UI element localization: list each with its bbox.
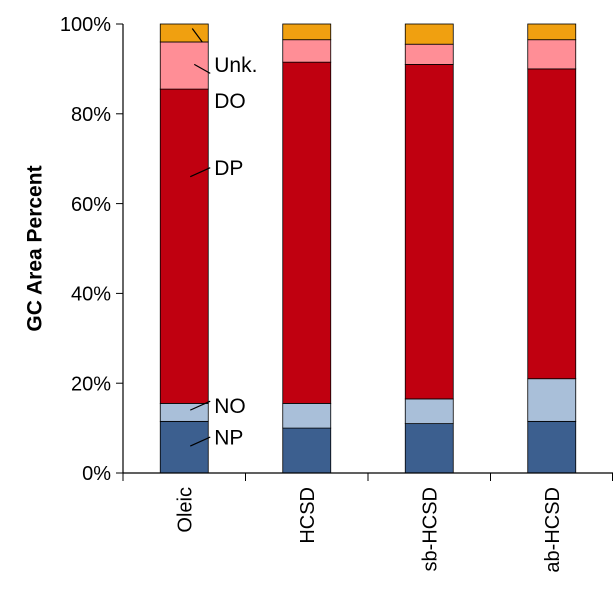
bar-segment-np-ab-hcsd (527, 420, 577, 474)
annotation-label-np: NP (214, 427, 243, 450)
y-tick-label: 0% (82, 463, 111, 485)
annotation-leader-line (190, 167, 211, 178)
annotation-leader-line (193, 63, 211, 74)
y-tick-label: 40% (71, 284, 111, 306)
bar-segment-no-oleic (159, 403, 209, 422)
bar-segment-do-oleic (159, 41, 209, 90)
bar-segment-dp-sb-hcsd (404, 64, 454, 400)
y-tick-label: 80% (71, 104, 111, 126)
bar-segment-np-hcsd (282, 427, 332, 474)
bar-segment-unk-hcsd (282, 23, 332, 41)
annotation-leader-line (190, 400, 211, 411)
bar-segment-unk-oleic (159, 23, 209, 43)
y-ticks-group: 0% 20% 40% 60% 80% 100% (60, 14, 123, 485)
bar-segment-do-hcsd (282, 39, 332, 63)
annotation-leader-line (190, 436, 211, 447)
annotation-label-do: DO (214, 90, 246, 113)
x-category-label: HCSD (297, 487, 319, 544)
annotation-label-dp: DP (214, 157, 243, 180)
bar-segment-no-sb-hcsd (404, 398, 454, 425)
y-tick-label: 60% (71, 194, 111, 216)
annotation-leader-line (191, 28, 203, 43)
x-categories-group: Oleic HCSD sb-HCSD ab-HCSD (174, 487, 564, 573)
annotation-label-unk: Unk. (214, 54, 257, 77)
annotation-label-no: NO (214, 395, 246, 418)
bar-segment-no-hcsd (282, 403, 332, 429)
y-tick-label: 20% (71, 373, 111, 395)
x-category-label: sb-HCSD (419, 487, 441, 571)
bar-segment-unk-ab-hcsd (527, 23, 577, 41)
bar-segment-np-sb-hcsd (404, 423, 454, 474)
x-category-label: ab-HCSD (542, 487, 564, 573)
bar-segment-unk-sb-hcsd (404, 23, 454, 45)
bar-segment-dp-oleic (159, 88, 209, 404)
y-tick-label: 100% (60, 14, 111, 36)
bar-segment-dp-hcsd (282, 61, 332, 404)
bar-segment-np-oleic (159, 420, 209, 474)
y-axis-label: GC Area Percent (23, 165, 46, 331)
axes-group (122, 24, 613, 481)
bar-segment-do-ab-hcsd (527, 39, 577, 70)
x-category-label: Oleic (174, 487, 196, 533)
bars-group (159, 23, 577, 474)
annotations-group: Unk. DO DP NO NP (190, 28, 257, 450)
bar-segment-no-ab-hcsd (527, 378, 577, 422)
bar-segment-dp-ab-hcsd (527, 68, 577, 380)
bar-segment-do-sb-hcsd (404, 43, 454, 65)
